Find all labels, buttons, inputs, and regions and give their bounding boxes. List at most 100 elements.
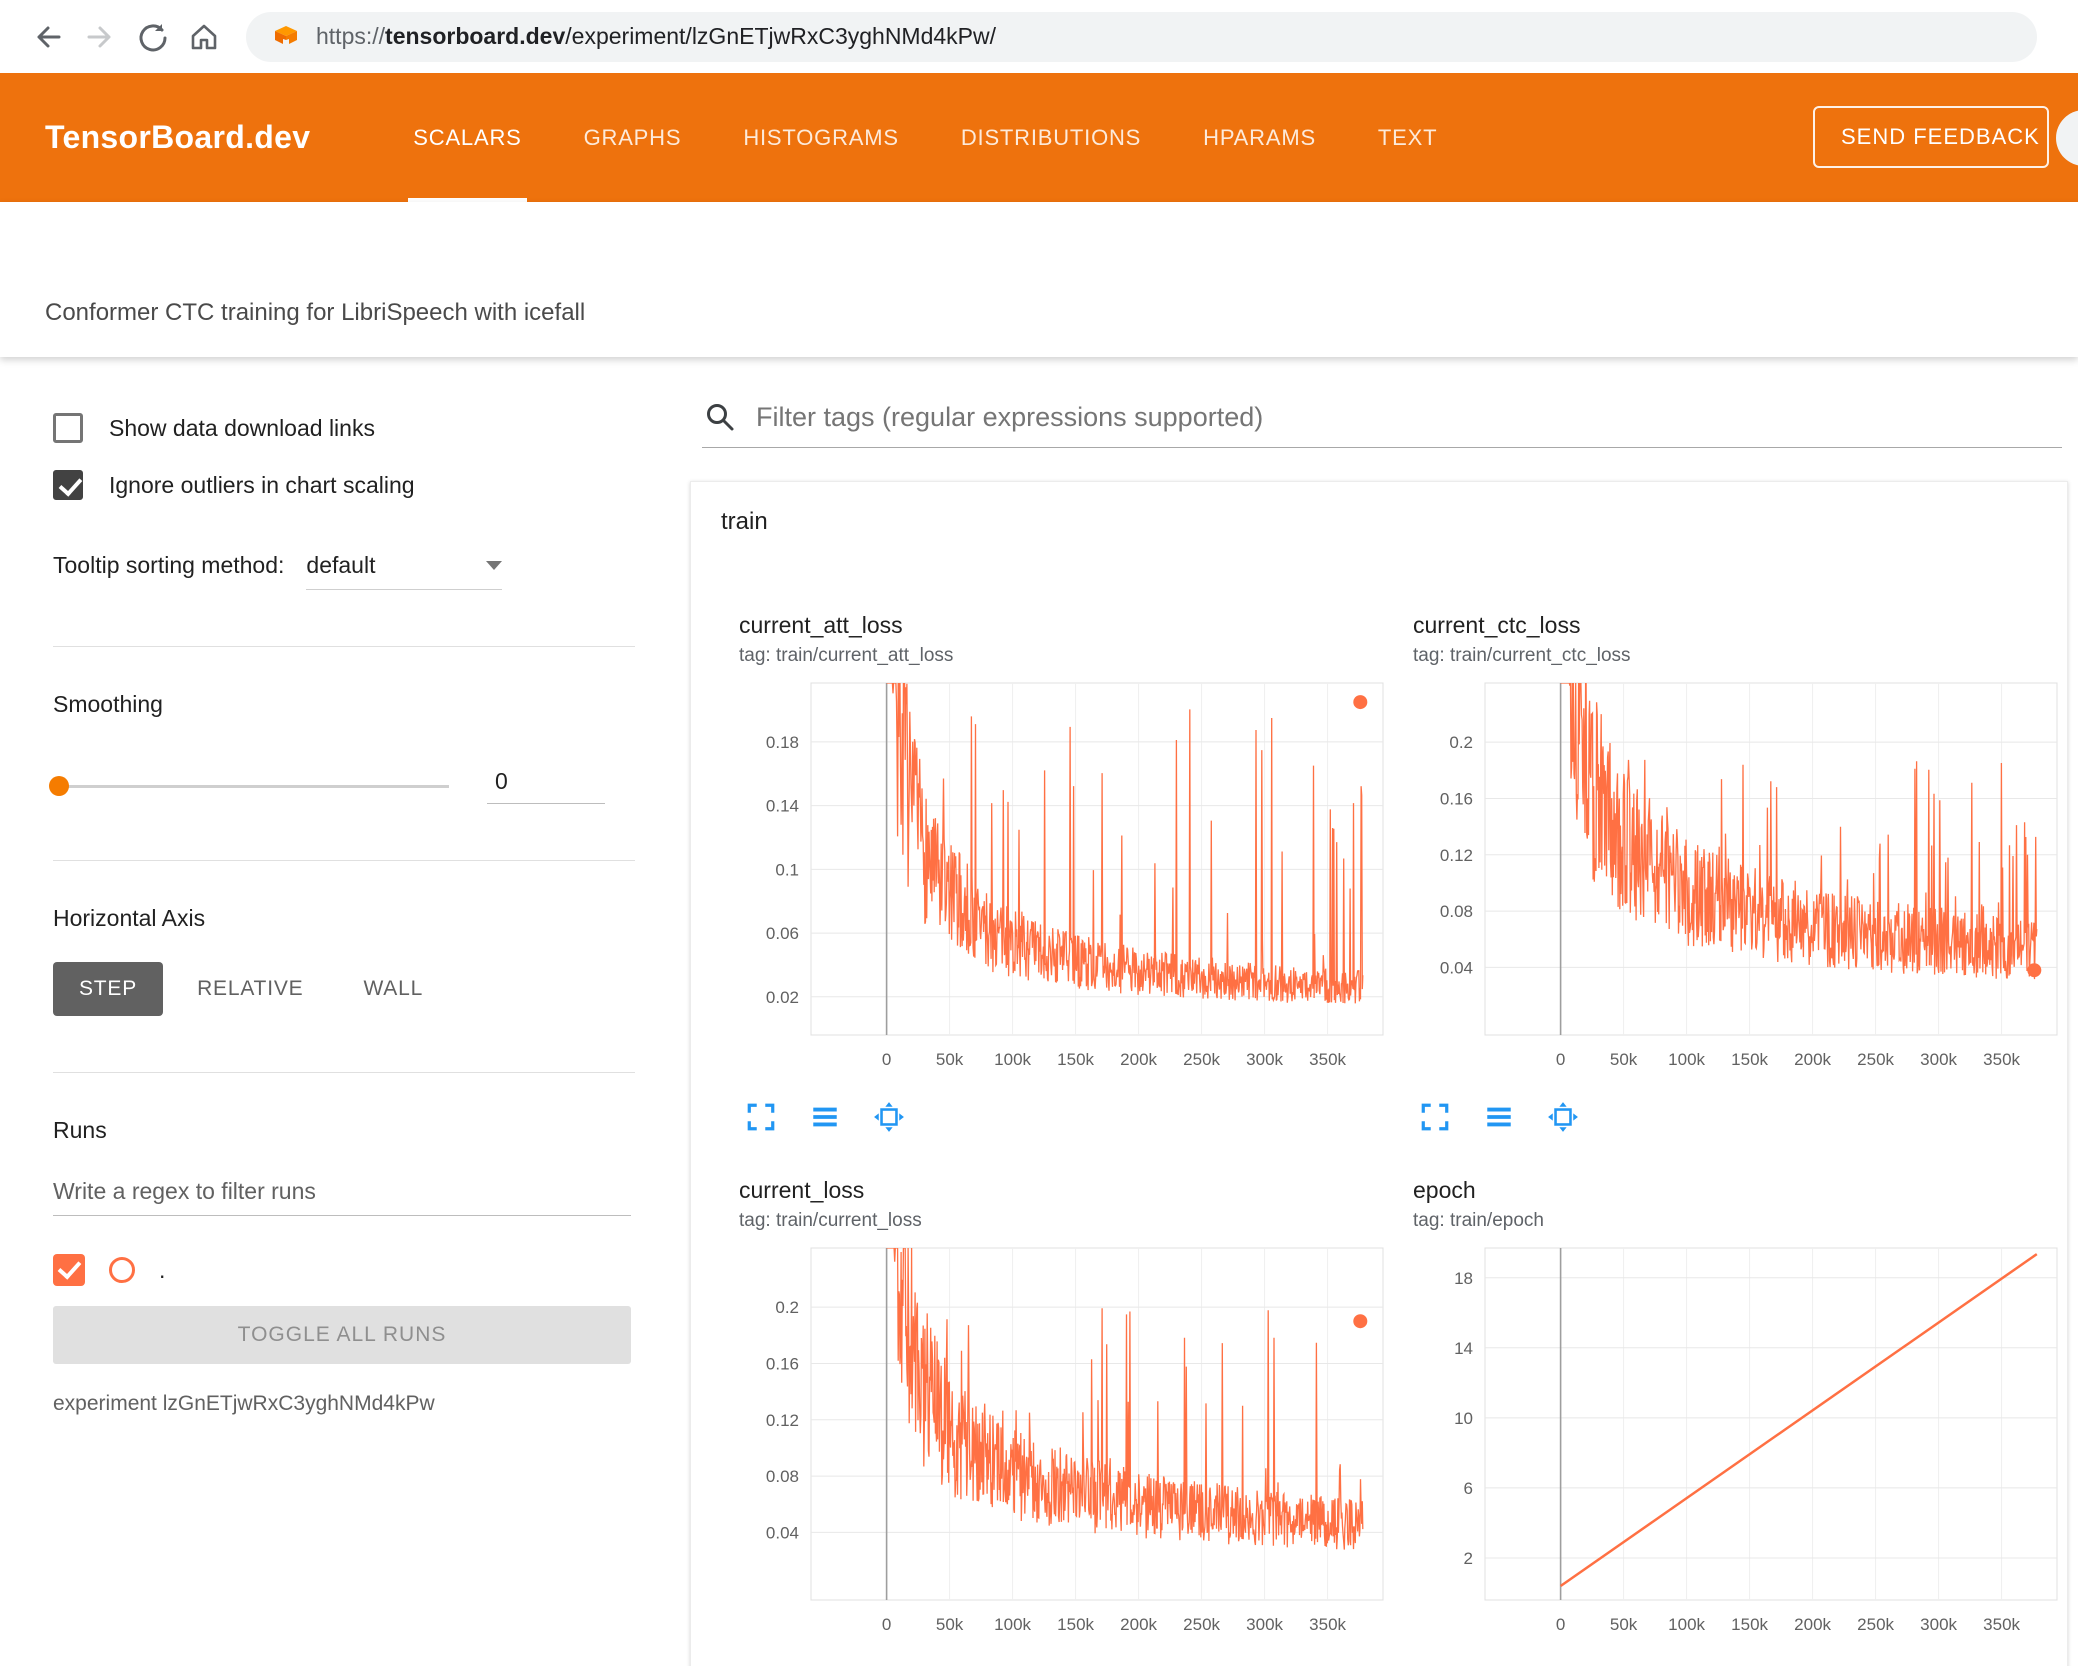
home-icon[interactable]: [178, 11, 230, 63]
svg-text:0.04: 0.04: [766, 1523, 799, 1542]
tooltip-sorting-label: Tooltip sorting method:: [53, 552, 285, 578]
svg-text:50k: 50k: [936, 1050, 964, 1069]
reload-icon[interactable]: [126, 11, 178, 63]
svg-text:250k: 250k: [1183, 1615, 1220, 1634]
avatar[interactable]: [2056, 110, 2078, 166]
svg-text:100k: 100k: [1668, 1050, 1705, 1069]
svg-text:350k: 350k: [1309, 1615, 1346, 1634]
svg-text:0: 0: [1556, 1050, 1565, 1069]
tab-distributions[interactable]: DISTRIBUTIONS: [960, 124, 1142, 150]
main-panel: train current_att_loss tag: train/curren…: [690, 357, 2078, 1666]
svg-text:250k: 250k: [1857, 1615, 1894, 1634]
url-path: /experiment/lzGnETjwRxC3yghNMd4kPw/: [565, 23, 997, 49]
fullscreen-icon[interactable]: [1419, 1101, 1451, 1133]
svg-text:100k: 100k: [994, 1050, 1031, 1069]
svg-text:0.1: 0.1: [775, 860, 799, 879]
svg-text:200k: 200k: [1120, 1615, 1157, 1634]
svg-text:150k: 150k: [1057, 1050, 1094, 1069]
tooltip-sorting-value: default: [306, 552, 376, 578]
axis-wall-button[interactable]: WALL: [337, 962, 449, 1016]
filter-tags-input[interactable]: [756, 401, 2058, 433]
chart-current-att-loss: current_att_loss tag: train/current_att_…: [739, 612, 1413, 1133]
svg-text:0: 0: [1556, 1615, 1565, 1634]
axis-step-button[interactable]: STEP: [53, 962, 164, 1016]
settings-sidebar: Show data download links Ignore outliers…: [0, 357, 690, 1666]
browser-toolbar: https://tensorboard.dev/experiment/lzGnE…: [0, 0, 2078, 73]
toggle-y-axis-icon[interactable]: [1483, 1101, 1515, 1133]
svg-text:0.16: 0.16: [766, 1355, 799, 1374]
chart-epoch: epoch tag: train/epoch 0 50k 100k 150k 200k 2…: [1413, 1177, 2067, 1666]
svg-text:0.16: 0.16: [1440, 790, 1473, 809]
runs-filter-input[interactable]: [53, 1170, 631, 1216]
nav-tabs: SCALARS GRAPHS HISTOGRAMS DISTRIBUTIONS HPAR…: [382, 73, 1468, 202]
fit-domain-icon[interactable]: [1547, 1101, 1579, 1133]
chart-current-ctc-loss: current_ctc_loss tag: train/current_ctc_…: [1413, 612, 2067, 1133]
svg-text:10: 10: [1454, 1409, 1473, 1428]
url-scheme: https://: [316, 23, 386, 49]
toggle-y-axis-icon[interactable]: [809, 1101, 841, 1133]
chart-actions: [745, 1101, 1413, 1133]
svg-text:0.08: 0.08: [766, 1467, 799, 1486]
tab-text[interactable]: TEXT: [1377, 124, 1438, 150]
tab-histograms[interactable]: HISTOGRAMS: [743, 124, 899, 150]
svg-text:150k: 150k: [1731, 1050, 1768, 1069]
url-domain: tensorboard.dev: [385, 23, 566, 49]
smoothing-slider[interactable]: [49, 775, 449, 796]
svg-text:0.2: 0.2: [1449, 733, 1473, 752]
svg-text:2: 2: [1464, 1549, 1473, 1568]
checkbox-icon: [53, 413, 83, 443]
checkbox-label: Show data download links: [109, 414, 375, 441]
smoothing-value[interactable]: 0: [487, 768, 605, 804]
chart-tag: tag: train/current_att_loss: [739, 645, 954, 666]
line-chart[interactable]: 0 50k 100k 150k 200k 250k 300k 350k 0.02 0.06 0.1 0…: [739, 677, 1389, 1077]
svg-text:50k: 50k: [936, 1615, 964, 1634]
forward-icon[interactable]: [74, 11, 126, 63]
send-feedback-button[interactable]: SEND FEEDBACK: [1813, 106, 2049, 168]
show-download-links-checkbox[interactable]: Show data download links: [53, 413, 635, 443]
app-brand: TensorBoard.dev: [45, 119, 311, 155]
content: Show data download links Ignore outliers…: [0, 357, 2078, 1666]
ignore-outliers-checkbox[interactable]: Ignore outliers in chart scaling: [53, 470, 635, 500]
line-chart[interactable]: 0 50k 100k 150k 200k 250k 300k 350k 0.04 0.08 0.12…: [739, 1242, 1389, 1642]
slider-thumb[interactable]: [49, 775, 69, 796]
svg-text:0.08: 0.08: [1440, 902, 1473, 921]
svg-text:200k: 200k: [1794, 1050, 1831, 1069]
svg-text:14: 14: [1454, 1339, 1473, 1358]
run-row: .: [53, 1254, 635, 1286]
smoothing-label: Smoothing: [53, 691, 163, 717]
svg-text:300k: 300k: [1920, 1050, 1957, 1069]
line-chart[interactable]: 0 50k 100k 150k 200k 250k 300k 350k 0.04 0.08 0.12…: [1413, 677, 2063, 1077]
url-text: https://tensorboard.dev/experiment/lzGnE…: [316, 23, 996, 50]
group-title[interactable]: train: [721, 508, 768, 535]
svg-text:300k: 300k: [1246, 1615, 1283, 1634]
svg-text:0.06: 0.06: [766, 924, 799, 943]
chevron-down-icon: [486, 561, 503, 570]
svg-text:0.12: 0.12: [766, 1411, 799, 1430]
tab-graphs[interactable]: GRAPHS: [583, 124, 682, 150]
run-color-circle-icon[interactable]: [109, 1257, 135, 1283]
back-icon[interactable]: [22, 11, 74, 63]
svg-text:350k: 350k: [1983, 1615, 2020, 1634]
chart-actions: [1419, 1101, 2067, 1133]
tensorboard-favicon: [272, 23, 300, 51]
axis-relative-button[interactable]: RELATIVE: [171, 962, 329, 1016]
toggle-all-runs-button[interactable]: TOGGLE ALL RUNS: [53, 1306, 631, 1364]
chart-title: epoch: [1413, 1177, 1476, 1203]
tooltip-sorting-select[interactable]: default: [306, 552, 503, 590]
svg-text:0.18: 0.18: [766, 733, 799, 752]
fit-domain-icon[interactable]: [873, 1101, 905, 1133]
tab-hparams[interactable]: HPARAMS: [1203, 124, 1316, 150]
address-bar[interactable]: https://tensorboard.dev/experiment/lzGnE…: [246, 11, 2037, 62]
svg-text:250k: 250k: [1857, 1050, 1894, 1069]
tab-scalars[interactable]: SCALARS: [382, 73, 552, 202]
experiment-title: Conformer CTC training for LibriSpeech w…: [45, 299, 586, 326]
svg-text:150k: 150k: [1731, 1615, 1768, 1634]
svg-text:6: 6: [1464, 1479, 1473, 1498]
fullscreen-icon[interactable]: [745, 1101, 777, 1133]
svg-text:300k: 300k: [1246, 1050, 1283, 1069]
run-checkbox-icon[interactable]: [53, 1254, 85, 1286]
svg-text:50k: 50k: [1610, 1615, 1638, 1634]
line-chart[interactable]: 0 50k 100k 150k 200k 250k 300k 350k 2 6 10 14 18: [1413, 1242, 2063, 1642]
checkbox-icon: [53, 470, 83, 500]
experiment-caption: experiment lzGnETjwRxC3yghNMd4kPw: [53, 1392, 435, 1415]
